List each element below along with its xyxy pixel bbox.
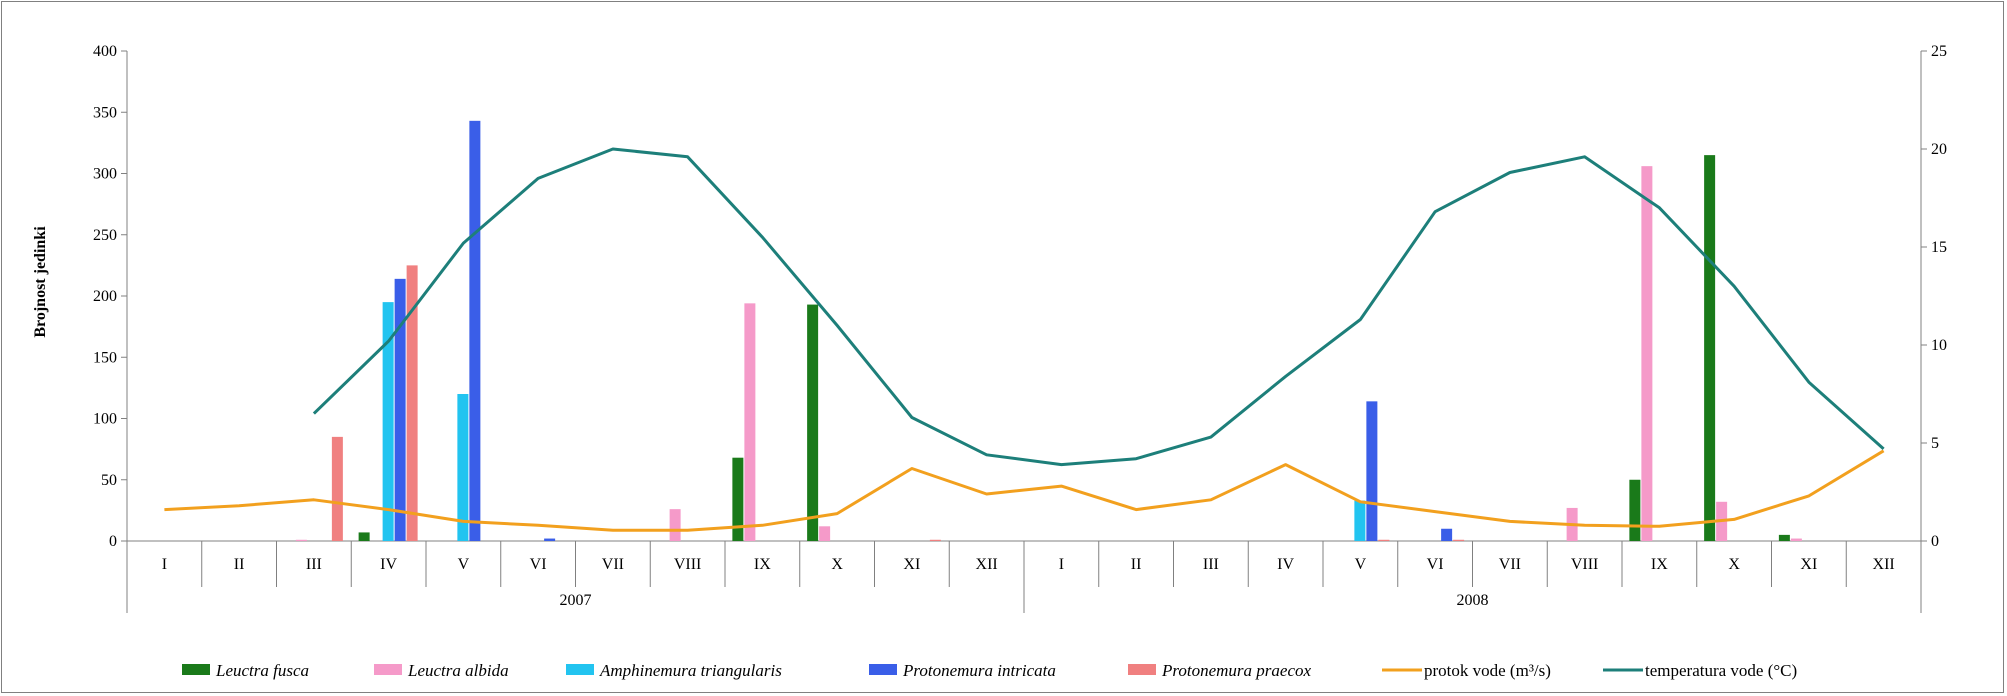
legend: Leuctra fusca Leuctra albida Amphinemura t… bbox=[182, 661, 1797, 680]
bar bbox=[929, 539, 941, 541]
x-tick-label: V bbox=[458, 556, 470, 573]
x-tick-label: XII bbox=[976, 556, 998, 573]
bar bbox=[1641, 166, 1653, 541]
bar bbox=[1704, 155, 1716, 541]
y-tick-label-left: 300 bbox=[93, 166, 117, 183]
lines bbox=[164, 147, 1885, 532]
bar bbox=[457, 394, 469, 541]
bar bbox=[1354, 500, 1366, 541]
bar bbox=[295, 539, 307, 541]
x-tick-label: VIII bbox=[674, 556, 702, 573]
legend-label: Amphinemura triangularis bbox=[599, 661, 782, 680]
bar bbox=[807, 304, 819, 541]
legend-swatch bbox=[566, 664, 594, 675]
x-tick-label: XI bbox=[903, 556, 920, 573]
x-tick-label: VI bbox=[530, 556, 547, 573]
bar bbox=[1366, 401, 1378, 541]
bar bbox=[744, 303, 756, 541]
y-tick-label-left: 100 bbox=[93, 411, 117, 428]
bar bbox=[358, 532, 370, 541]
x-tick-label: II bbox=[234, 556, 245, 573]
y-axis-label: Brojnost jedinki bbox=[32, 226, 49, 338]
legend-swatch bbox=[1128, 664, 1156, 675]
bars bbox=[295, 120, 1802, 541]
x-tick-label: IV bbox=[380, 556, 397, 573]
y-tick-label-left: 0 bbox=[109, 533, 117, 550]
bar bbox=[1441, 528, 1453, 541]
line-series bbox=[164, 449, 1885, 532]
x-tick-label: XI bbox=[1800, 556, 1817, 573]
bar bbox=[406, 265, 418, 541]
y-tick-label-right: 5 bbox=[1931, 435, 1939, 452]
y-tick-label-left: 250 bbox=[93, 227, 117, 244]
legend-label: Protonemura praecox bbox=[1161, 661, 1311, 680]
y-tick-label-right: 10 bbox=[1931, 337, 1947, 354]
x-tick-label: IX bbox=[1651, 556, 1668, 573]
y-tick-label-left: 400 bbox=[93, 43, 117, 60]
legend-label: Leuctra fusca bbox=[215, 661, 309, 680]
y-tick-label-right: 15 bbox=[1931, 239, 1947, 256]
bar bbox=[1778, 534, 1790, 541]
bar bbox=[469, 120, 481, 541]
bar bbox=[331, 436, 343, 541]
x-tick-label: VII bbox=[1499, 556, 1521, 573]
y-tick-label-right: 20 bbox=[1931, 141, 1947, 158]
legend-swatch bbox=[182, 664, 210, 675]
y-tick-label-right: 25 bbox=[1931, 43, 1947, 60]
x-tick-label: X bbox=[831, 556, 843, 573]
x-tick-label: III bbox=[1203, 556, 1219, 573]
x-tick-label: VI bbox=[1427, 556, 1444, 573]
x-tick-label: I bbox=[1059, 556, 1064, 573]
bar bbox=[1629, 479, 1641, 541]
x-tick-label: II bbox=[1131, 556, 1142, 573]
y-tick-label-right: 0 bbox=[1931, 533, 1939, 550]
bar bbox=[544, 538, 556, 541]
x-group-label: 2007 bbox=[560, 592, 592, 609]
bar bbox=[1790, 538, 1802, 541]
y-tick-label-left: 200 bbox=[93, 288, 117, 305]
bar bbox=[732, 457, 744, 541]
legend-label: Leuctra albida bbox=[407, 661, 509, 680]
x-tick-label: IV bbox=[1277, 556, 1294, 573]
x-tick-label: VIII bbox=[1571, 556, 1599, 573]
y-tick-label-left: 150 bbox=[93, 349, 117, 366]
x-group-label: 2008 bbox=[1457, 592, 1489, 609]
line-series bbox=[312, 147, 1885, 467]
x-tick-label: I bbox=[162, 556, 167, 573]
legend-swatch bbox=[869, 664, 897, 675]
x-tick-label: V bbox=[1355, 556, 1367, 573]
bar bbox=[382, 302, 394, 541]
bar bbox=[1453, 539, 1465, 541]
x-tick-label: VII bbox=[602, 556, 624, 573]
legend-label: temperatura vode (°C) bbox=[1645, 661, 1797, 680]
bar bbox=[819, 526, 831, 541]
x-tick-label: X bbox=[1728, 556, 1740, 573]
bar bbox=[1378, 539, 1390, 541]
legend-swatch bbox=[374, 664, 402, 675]
bar bbox=[669, 509, 681, 541]
x-tick-label: IX bbox=[754, 556, 771, 573]
y-tick-label-left: 50 bbox=[101, 472, 117, 489]
x-tick-label: III bbox=[306, 556, 322, 573]
y-tick-label-left: 350 bbox=[93, 104, 117, 121]
legend-label: Protonemura intricata bbox=[902, 661, 1056, 680]
x-tick-label: XII bbox=[1873, 556, 1895, 573]
bar bbox=[394, 278, 406, 541]
legend-label: protok vode (m³/s) bbox=[1424, 661, 1551, 680]
